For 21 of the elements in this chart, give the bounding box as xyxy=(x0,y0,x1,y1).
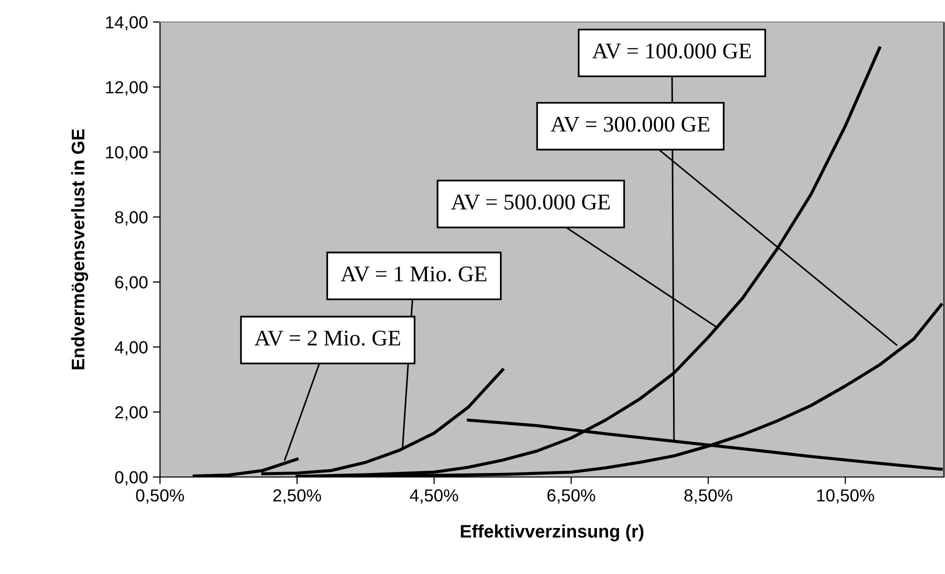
y-tick-label: 14,00 xyxy=(106,16,148,31)
y-tick-label: 12,00 xyxy=(106,81,148,96)
y-tick-label: 8,00 xyxy=(115,211,148,226)
x-axis-title: Effektivverzinsung (r) xyxy=(460,524,644,542)
y-tick-label: 4,00 xyxy=(114,341,148,356)
annotation: AV = 300.000 GE xyxy=(550,116,710,132)
annotation: AV = 500.000 GE xyxy=(451,194,610,210)
annotation: AV = 100.000 GE xyxy=(592,44,751,59)
annotation: AV = 1 Mio. GE xyxy=(340,266,486,282)
y-tick-label: 6,00 xyxy=(115,276,148,291)
x-tick-label: 0,50% xyxy=(136,489,184,504)
x-tick-label: 2,50% xyxy=(273,489,322,504)
x-tick-label: 8,50% xyxy=(684,489,732,504)
x-tick-label: 4,50% xyxy=(410,489,458,504)
x-tick-label: 6,50% xyxy=(547,489,596,504)
y-tick-label: 10,00 xyxy=(106,146,148,161)
y-tick-label: 0,00 xyxy=(115,471,148,486)
x-tick-label: 10,50% xyxy=(817,489,874,504)
y-tick-label: 2,00 xyxy=(115,406,148,421)
annotation: AV = 2 Mio. GE xyxy=(254,330,400,346)
y-axis-title: Endvermögensverlust in GE xyxy=(71,129,88,370)
